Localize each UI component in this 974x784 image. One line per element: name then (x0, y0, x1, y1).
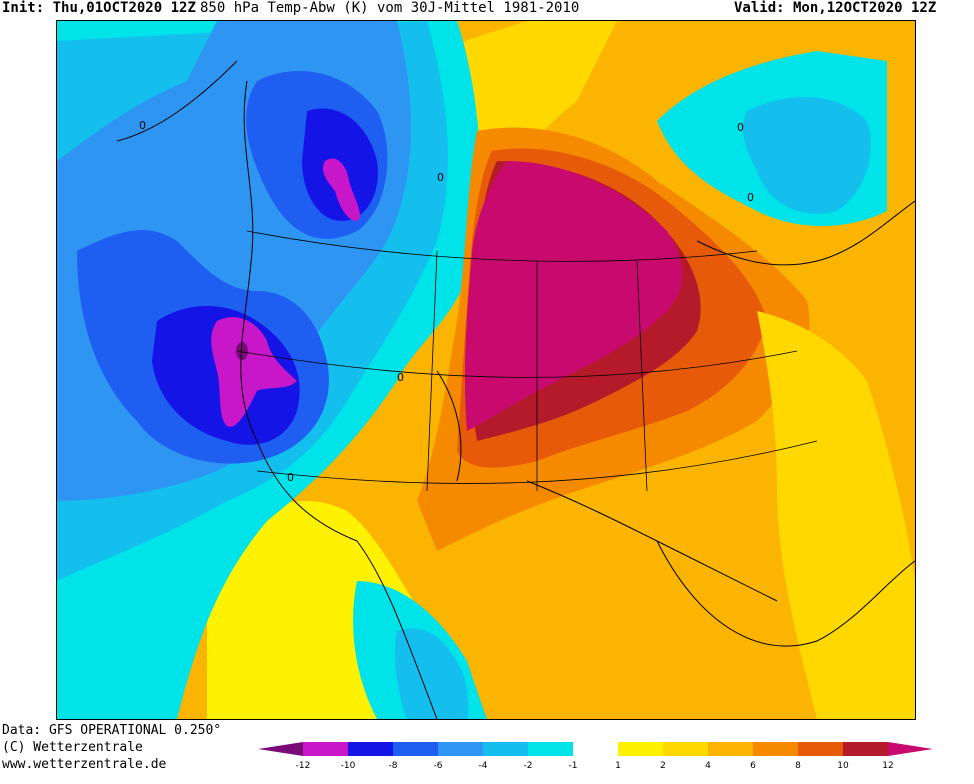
contour-label: 0 (437, 171, 444, 184)
contour-label: 0 (139, 119, 146, 132)
legend-swatch (663, 742, 708, 756)
legend-swatch (798, 742, 843, 756)
valid-time: Valid: Mon,12OCT2020 12Z (734, 0, 937, 16)
coastlines (240, 80, 915, 719)
legend-swatch (708, 742, 753, 756)
field-cold-m12-north (322, 158, 360, 221)
legend-bar: -12 -10 -8 -6 -4 -2 -1 1 2 4 6 8 10 12 (258, 742, 933, 771)
contour-label: 0 (397, 371, 404, 384)
contour-labels: 0 0 0 0 0 0 (139, 119, 754, 484)
legend-tick-label: 4 (705, 761, 711, 771)
chart-title: 850 hPa Temp-Abw (K) vom 30J-Mittel 1981… (200, 0, 580, 16)
field-cold-m12 (211, 317, 297, 427)
field-cold-m14 (236, 342, 248, 360)
legend-tick-label: -8 (389, 761, 398, 771)
init-label: Init: Thu,01OCT2020 12Z (2, 0, 196, 16)
map-frame: 0 0 0 0 0 0 (56, 20, 916, 720)
legend-tick-label: 8 (795, 761, 801, 771)
legend-swatch (753, 742, 798, 756)
website: www.wetterzentrale.de (2, 757, 167, 772)
legend-swatch (393, 742, 438, 756)
graticule (236, 230, 818, 492)
legend-tick-label: -4 (479, 761, 488, 771)
legend-swatch (618, 742, 663, 756)
legend-tick-label: 10 (837, 761, 849, 771)
init-value: Thu,01OCT2020 12Z (52, 0, 196, 16)
legend-swatch (483, 742, 528, 756)
legend-swatch (843, 742, 888, 756)
legend-swatch (258, 742, 303, 756)
contour-label: 0 (737, 121, 744, 134)
legend-swatch (348, 742, 393, 756)
legend-tick-label: -10 (341, 761, 356, 771)
legend-tick-label: 1 (615, 761, 621, 771)
contour-label: 0 (287, 471, 294, 484)
legend-swatch (528, 742, 573, 756)
field-cold-sw-m4 (395, 628, 469, 719)
legend-tick-label: -2 (524, 761, 533, 771)
field-cold-ne-m4 (742, 97, 871, 214)
legend-swatch (573, 742, 618, 756)
legend-tick-label: -6 (434, 761, 443, 771)
legend-swatch (438, 742, 483, 756)
data-source: Data: GFS OPERATIONAL 0.250° (2, 723, 222, 738)
temperature-anomaly-map: 0 0 0 0 0 0 (57, 21, 915, 719)
zero-contour (116, 60, 462, 482)
field-east-yellow (757, 311, 915, 719)
footer-info: Data: GFS OPERATIONAL 0.250° (C) Wetterz… (2, 722, 221, 773)
legend-tick-label: -1 (569, 761, 578, 771)
legend-swatch (888, 742, 933, 756)
field-warm-12 (464, 161, 682, 431)
legend-tick-label: 2 (660, 761, 666, 771)
copyright: (C) Wetterzentrale (2, 740, 143, 755)
legend-tick-label: 6 (750, 761, 756, 771)
legend-tick-label: -12 (296, 761, 311, 771)
header-bar: Init: Thu,01OCT2020 12Z 850 hPa Temp-Abw… (0, 0, 974, 20)
contour-label: 0 (747, 191, 754, 204)
legend-tick-label: 12 (882, 761, 893, 771)
color-legend: -12 -10 -8 -6 -4 -2 -1 1 2 4 6 8 10 12 (258, 740, 958, 780)
legend-swatch (303, 742, 348, 756)
